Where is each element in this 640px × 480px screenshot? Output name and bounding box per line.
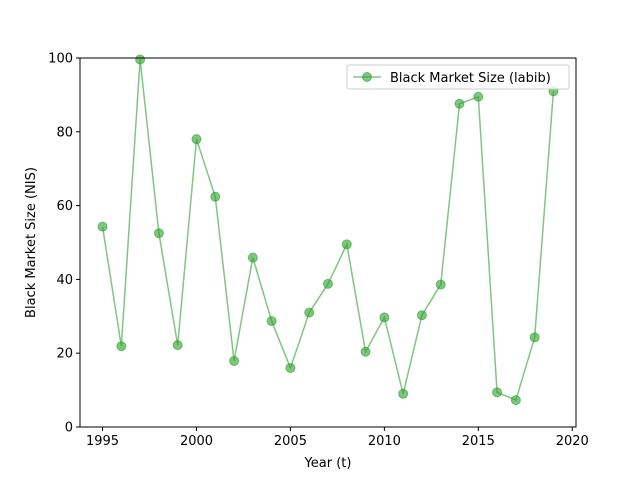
data-point [247,252,258,263]
plot-frame [79,57,577,428]
data-point [266,316,277,327]
x-tick-label: 2015 [462,434,495,449]
data-point [116,341,127,352]
data-point [454,98,465,109]
data-point [97,221,108,232]
x-axis: 1995 2000 2005 2010 2015 2020 [86,427,589,449]
x-tick-label: 2005 [274,434,307,449]
y-axis-label: Black Market Size (NIS) [24,167,39,318]
data-point [435,279,446,290]
y-tick-label: 100 [48,52,73,67]
data-point [341,239,352,250]
data-point [285,362,296,373]
y-tick-label: 80 [56,125,73,140]
data-point [229,355,240,366]
series-layer [97,54,559,406]
x-axis-label: Year (t) [304,456,352,471]
x-tick-label: 2000 [180,434,213,449]
data-point [135,54,146,65]
data-point [492,387,503,398]
x-tick-label: 1995 [86,434,119,449]
data-point [210,191,221,202]
y-axis: 0 20 40 60 80 100 [48,52,80,436]
data-point [323,278,333,289]
data-point [398,388,409,399]
data-point [191,134,202,145]
legend-box [346,64,570,90]
data-point [172,340,183,351]
data-point [360,346,371,357]
data-point [153,228,164,239]
data-point [473,91,484,102]
legend: Black Market Size (labib) [346,64,570,90]
x-tick-label: 2010 [368,434,401,449]
legend-label: Black Market Size (labib) [390,71,551,86]
data-point [510,395,521,406]
data-point [379,312,390,323]
x-tick-label: 2020 [556,434,589,449]
y-tick-label: 60 [56,199,73,214]
data-point [416,310,427,321]
data-point [529,332,540,343]
legend-marker-swatch [362,72,372,82]
y-tick-label: 0 [65,421,73,436]
y-tick-label: 40 [56,273,73,288]
y-tick-label: 20 [56,347,73,362]
data-point [304,307,315,318]
